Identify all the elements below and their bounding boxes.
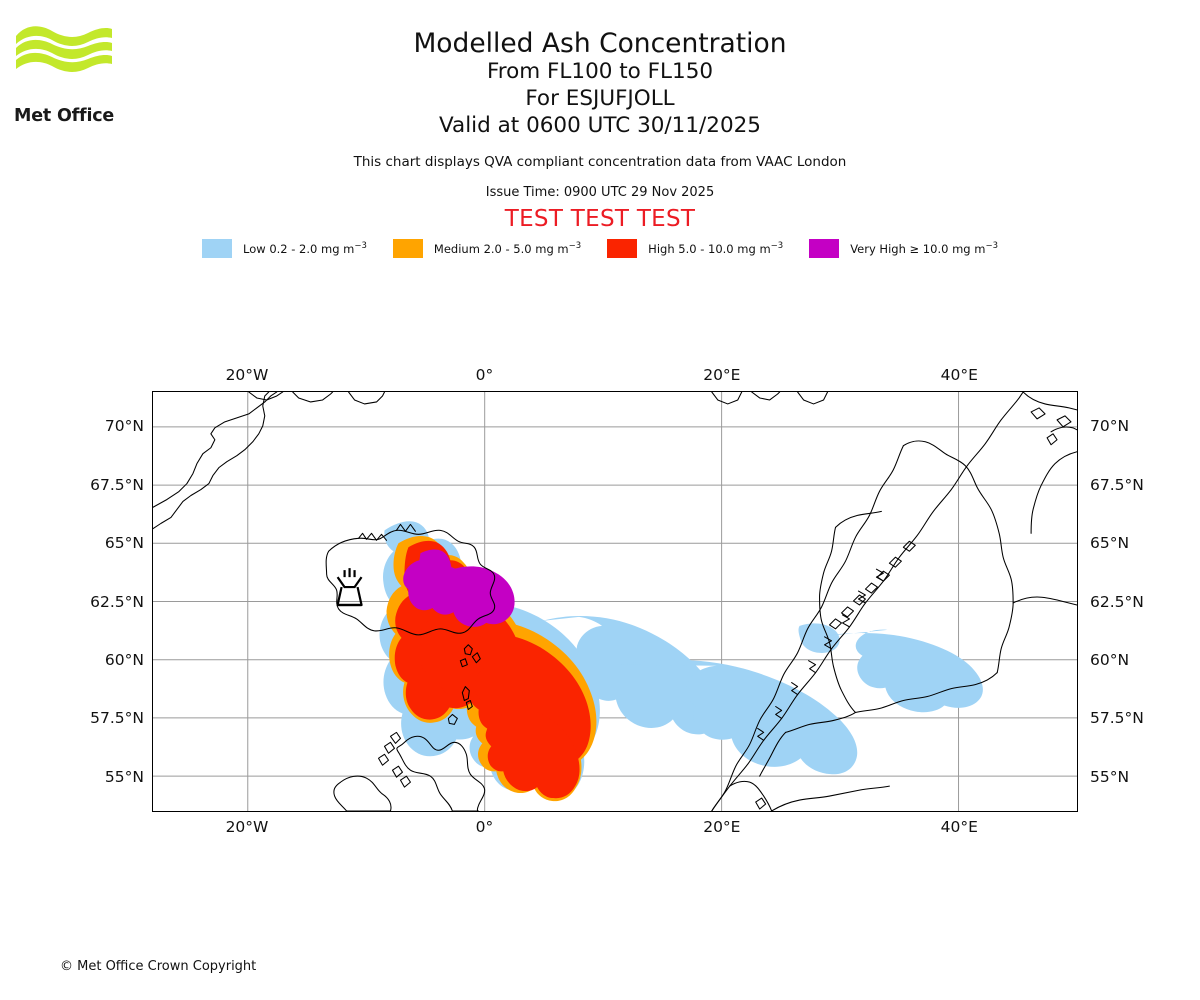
map-frame bbox=[152, 391, 1078, 812]
legend-item-low: Low 0.2 - 2.0 mg m−3 bbox=[202, 239, 367, 258]
lon-tick-label-top: 40°E bbox=[940, 366, 978, 384]
legend-swatch-low bbox=[202, 239, 232, 258]
lat-tick-label-left: 65°N bbox=[104, 534, 144, 553]
copyright-text: © Met Office Crown Copyright bbox=[60, 959, 257, 974]
chart-header: Modelled Ash Concentration From FL100 to… bbox=[0, 28, 1200, 232]
legend-label-low: Low 0.2 - 2.0 mg m−3 bbox=[243, 241, 367, 256]
lat-tick-label-left: 60°N bbox=[104, 650, 144, 669]
legend-label-high: High 5.0 - 10.0 mg m−3 bbox=[648, 241, 784, 256]
map-canvas bbox=[153, 392, 1077, 811]
met-office-logo-text: Met Office bbox=[14, 106, 115, 126]
concentration-legend: Low 0.2 - 2.0 mg m−3 Medium 2.0 - 5.0 mg… bbox=[0, 239, 1200, 258]
lat-tick-label-left: 67.5°N bbox=[90, 475, 144, 494]
lon-tick-label-top: 20°W bbox=[225, 366, 269, 384]
met-office-wave-icon bbox=[16, 26, 112, 72]
volcano-marker-icon bbox=[336, 568, 363, 607]
lat-tick-label-right: 67.5°N bbox=[1090, 475, 1144, 494]
legend-label-medium: Medium 2.0 - 5.0 mg m−3 bbox=[433, 241, 582, 256]
legend-swatch-medium bbox=[392, 239, 423, 258]
lon-tick-label-top: 0° bbox=[475, 366, 494, 384]
lon-tick-label-bot: 20°E bbox=[703, 818, 741, 836]
lat-tick-label-right: 55°N bbox=[1090, 767, 1130, 786]
valid-time-subtitle: Valid at 0600 UTC 30/11/2025 bbox=[438, 112, 761, 138]
legend-item-medium: Medium 2.0 - 5.0 mg m−3 bbox=[392, 239, 582, 258]
met-office-logo: Met Office bbox=[14, 22, 134, 125]
legend-swatch-high bbox=[607, 239, 638, 258]
legend-item-high: High 5.0 - 10.0 mg m−3 bbox=[607, 239, 783, 258]
volcano-subtitle: For ESJUFJOLL bbox=[525, 85, 675, 111]
lat-tick-label-right: 65°N bbox=[1090, 534, 1130, 553]
test-banner: TEST TEST TEST bbox=[504, 205, 696, 232]
lon-tick-label-bot: 20°W bbox=[225, 818, 269, 836]
ash-contour-low-finland bbox=[798, 623, 983, 713]
legend-item-very-high: Very High ≥ 10.0 mg m−3 bbox=[809, 239, 998, 258]
lat-tick-label-right: 60°N bbox=[1090, 650, 1130, 669]
ash-contour-very-high bbox=[403, 549, 515, 627]
flight-level-subtitle: From FL100 to FL150 bbox=[486, 59, 714, 84]
lon-tick-label-bot: 0° bbox=[475, 818, 494, 836]
coastlines bbox=[153, 392, 1077, 811]
legend-swatch-very-high bbox=[809, 239, 840, 258]
lat-tick-label-right: 57.5°N bbox=[1090, 709, 1144, 728]
lat-tick-label-left: 55°N bbox=[104, 767, 144, 786]
issue-time: Issue Time: 0900 UTC 29 Nov 2025 bbox=[485, 184, 715, 200]
ash-concentration-map bbox=[152, 391, 1078, 812]
lat-tick-label-right: 70°N bbox=[1090, 417, 1130, 436]
lat-tick-label-right: 62.5°N bbox=[1090, 592, 1144, 611]
lat-tick-label-left: 57.5°N bbox=[90, 709, 144, 728]
legend-label-very-high: Very High ≥ 10.0 mg m−3 bbox=[850, 241, 998, 256]
lat-tick-label-left: 70°N bbox=[104, 417, 144, 436]
lon-tick-label-top: 20°E bbox=[703, 366, 741, 384]
qva-note: This chart displays QVA compliant concen… bbox=[353, 153, 847, 170]
lon-tick-label-bot: 40°E bbox=[940, 818, 978, 836]
page-title: Modelled Ash Concentration bbox=[413, 28, 787, 59]
lat-tick-label-left: 62.5°N bbox=[90, 592, 144, 611]
graticule-grid bbox=[153, 392, 1077, 811]
